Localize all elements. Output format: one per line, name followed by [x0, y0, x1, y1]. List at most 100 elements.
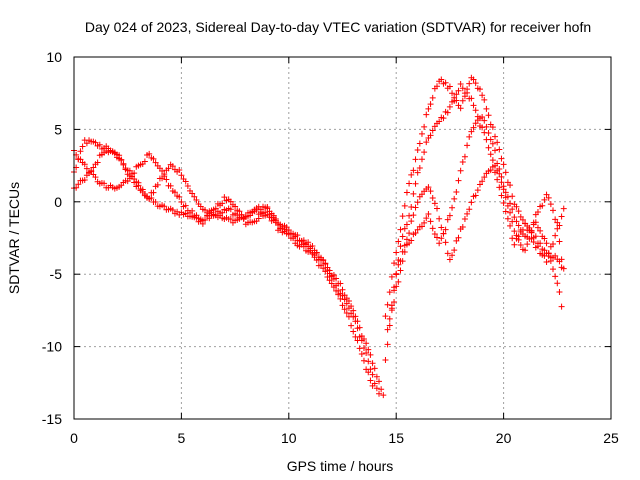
data-point — [560, 265, 567, 272]
data-point — [498, 179, 505, 186]
data-point — [558, 256, 565, 263]
data-point — [545, 250, 552, 257]
data-point — [558, 303, 565, 310]
data-point — [476, 86, 483, 93]
data-point — [324, 274, 331, 281]
data-point — [294, 232, 301, 239]
data-point — [244, 213, 251, 220]
data-point — [397, 243, 404, 250]
data-point — [101, 180, 108, 187]
data-point — [373, 373, 380, 380]
data-point — [453, 189, 460, 196]
data-point — [444, 216, 451, 223]
data-point — [167, 182, 174, 189]
data-point — [459, 223, 466, 230]
data-point — [227, 206, 234, 213]
data-point — [530, 239, 537, 246]
data-point — [388, 307, 395, 314]
data-point — [511, 228, 518, 235]
data-point — [440, 230, 447, 237]
data-point — [457, 105, 464, 112]
data-point — [262, 209, 269, 216]
data-point — [468, 95, 475, 102]
data-point — [401, 225, 408, 232]
data-point — [434, 205, 441, 212]
data-point — [466, 133, 473, 140]
data-point — [393, 270, 400, 277]
data-point — [178, 172, 185, 179]
data-point — [492, 133, 499, 140]
y-tick-label: 10 — [46, 49, 62, 65]
data-point — [382, 313, 389, 320]
data-point — [446, 83, 453, 90]
data-point — [135, 182, 142, 189]
data-point — [414, 147, 421, 154]
y-axis-label: SDTVAR / TECUs — [6, 182, 22, 294]
x-axis-label: GPS time / hours — [287, 458, 394, 474]
data-point — [489, 140, 496, 147]
data-point — [438, 224, 445, 231]
data-point — [126, 167, 133, 174]
data-point — [511, 241, 518, 248]
data-point — [240, 214, 247, 221]
data-point — [406, 180, 413, 187]
x-tick-label: 0 — [70, 430, 78, 446]
data-point — [270, 212, 277, 219]
data-point — [470, 102, 477, 109]
data-point — [313, 250, 320, 257]
data-point — [397, 226, 404, 233]
data-point — [479, 178, 486, 185]
data-point — [492, 147, 499, 154]
data-point — [489, 124, 496, 131]
data-point — [489, 163, 496, 170]
data-point — [367, 377, 374, 384]
data-point — [412, 229, 419, 236]
data-point — [352, 313, 359, 320]
data-point — [500, 199, 507, 206]
data-point — [365, 346, 372, 353]
data-point — [333, 287, 340, 294]
data-point — [81, 176, 88, 183]
data-point — [427, 132, 434, 139]
data-point — [352, 333, 359, 340]
data-point — [339, 286, 346, 293]
data-point — [191, 193, 198, 200]
data-point — [517, 241, 524, 248]
data-point — [376, 390, 383, 397]
data-point — [122, 166, 129, 173]
data-point — [397, 267, 404, 274]
data-point — [500, 161, 507, 168]
data-point — [410, 167, 417, 174]
data-point — [507, 209, 514, 216]
data-point — [376, 378, 383, 385]
data-point — [373, 385, 380, 392]
data-point — [543, 191, 550, 198]
data-point — [532, 233, 539, 240]
data-point — [552, 273, 559, 280]
data-point — [457, 80, 464, 87]
data-point — [358, 351, 365, 358]
data-point — [534, 208, 541, 215]
data-point — [388, 273, 395, 280]
data-point — [494, 139, 501, 146]
data-point — [174, 208, 181, 215]
data-point — [348, 303, 355, 310]
data-point — [556, 238, 563, 245]
data-point — [487, 167, 494, 174]
data-point — [161, 203, 168, 210]
data-point — [345, 297, 352, 304]
data-point — [502, 189, 509, 196]
data-point — [238, 211, 245, 218]
data-point — [498, 155, 505, 162]
data-point — [479, 114, 486, 121]
data-point — [393, 249, 400, 256]
data-point — [333, 275, 340, 282]
data-point — [255, 215, 262, 222]
data-point — [320, 257, 327, 264]
data-point — [459, 85, 466, 92]
data-point — [429, 194, 436, 201]
data-point — [466, 206, 473, 213]
data-point — [545, 194, 552, 201]
data-point — [552, 232, 559, 239]
data-point — [139, 186, 146, 193]
